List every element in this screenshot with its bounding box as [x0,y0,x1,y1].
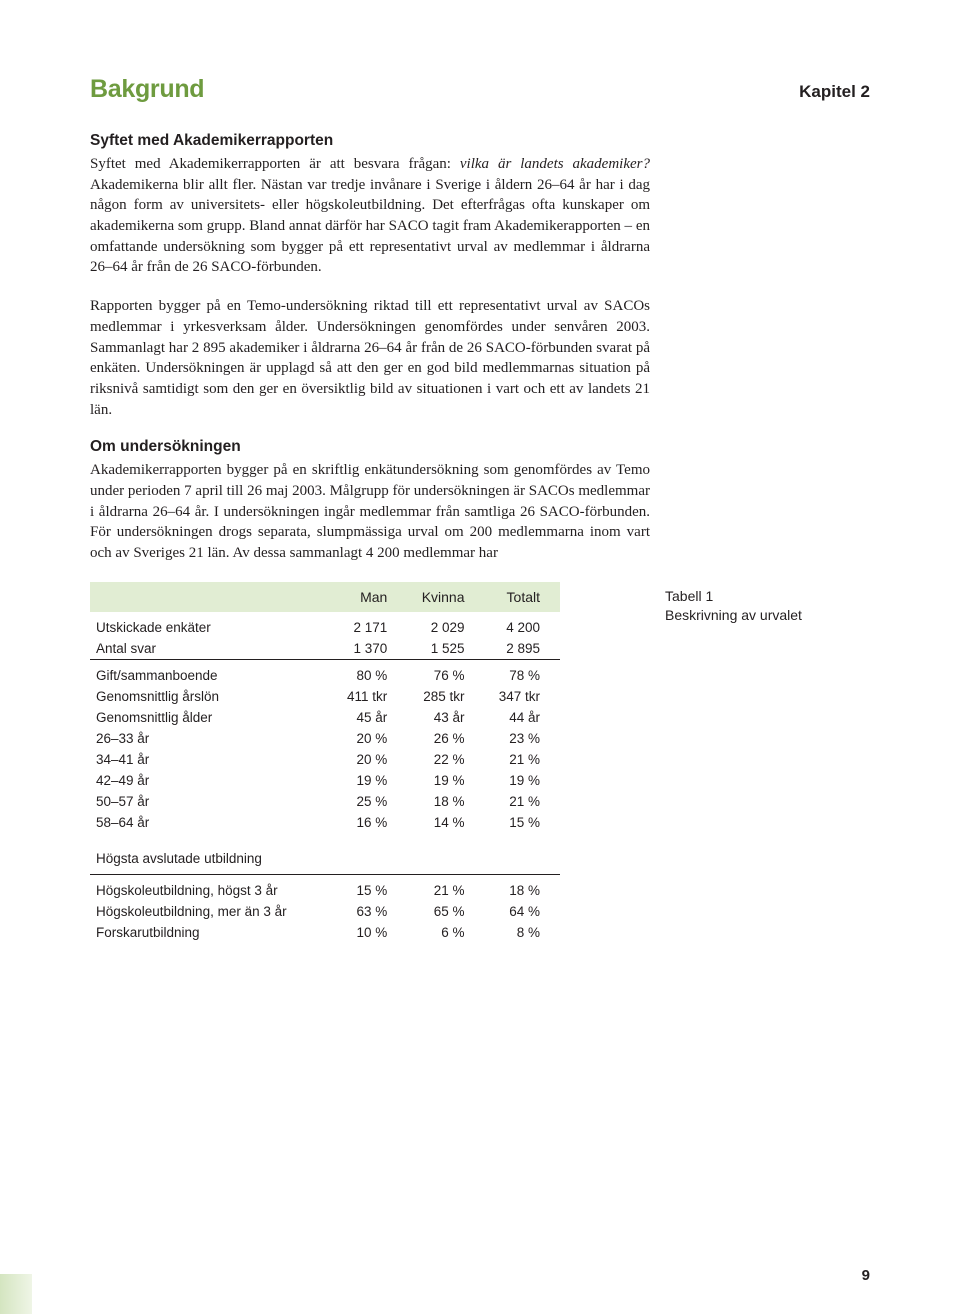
table-row: Högskoleutbildning, mer än 3 år63 %65 %6… [90,901,560,922]
text: Syftet med Akademikerrapporten är att be… [90,156,460,172]
table-subheader: Högsta avslutade utbildning [90,833,560,874]
table-cell: 411 tkr [333,686,407,707]
section-heading: Om undersökningen [90,438,650,456]
table-cell: 14 % [407,812,484,833]
page-number: 9 [862,1267,870,1284]
paragraph: Akademikerrapporten bygger på en skriftl… [90,460,650,563]
table-cell: 347 tkr [485,686,561,707]
table-caption: Tabell 1 Beskrivning av urvalet [665,582,802,625]
col-header [90,582,333,612]
table-cell: Genomsnittlig årslön [90,686,333,707]
table-cell: 43 år [407,707,484,728]
table-row: 50–57 år25 %18 %21 % [90,791,560,812]
text-italic: vilka är landets akademiker? [460,156,650,172]
caption-line: Beskrivning av urvalet [665,606,802,625]
table-cell: 21 % [485,791,561,812]
table-cell: 19 % [333,770,407,791]
table-cell: 65 % [407,901,484,922]
chapter-title: Bakgrund [90,75,204,104]
col-header: Totalt [485,582,561,612]
table-row: 42–49 år19 %19 %19 % [90,770,560,791]
table-cell: 16 % [333,812,407,833]
table-cell: Antal svar [90,638,333,660]
table-cell: 80 % [333,659,407,686]
paragraph: Rapporten bygger på en Temo-undersökning… [90,296,650,420]
table-cell: 44 år [485,707,561,728]
table-cell: 26 % [407,728,484,749]
table-cell: 76 % [407,659,484,686]
table-cell: 10 % [333,922,407,943]
table-cell: 42–49 år [90,770,333,791]
chapter-label: Kapitel 2 [799,82,870,102]
table-cell: 15 % [485,812,561,833]
table-row: 58–64 år16 %14 %15 % [90,812,560,833]
table-row: 34–41 år20 %22 %21 % [90,749,560,770]
table-cell: 50–57 år [90,791,333,812]
table-row: 26–33 år20 %26 %23 % [90,728,560,749]
text: Akademikerna blir allt fler. Nästan var … [90,177,650,276]
table-cell: Högskoleutbildning, högst 3 år [90,874,333,901]
data-table: Man Kvinna Totalt Utskickade enkäter2 17… [90,582,560,943]
table-cell: 34–41 år [90,749,333,770]
section-heading: Syftet med Akademikerrapporten [90,132,650,150]
table-cell: 18 % [407,791,484,812]
table-cell: 4 200 [485,612,561,638]
table-cell: Genomsnittlig ålder [90,707,333,728]
table-cell: 78 % [485,659,561,686]
table-cell: 63 % [333,901,407,922]
table-cell: 2 029 [407,612,484,638]
table-cell: 45 år [333,707,407,728]
table-row: Genomsnittlig årslön411 tkr285 tkr347 tk… [90,686,560,707]
table-cell: 25 % [333,791,407,812]
table-cell: Utskickade enkäter [90,612,333,638]
col-header: Man [333,582,407,612]
paragraph: Syftet med Akademikerrapporten är att be… [90,154,650,278]
table-cell: 26–33 år [90,728,333,749]
caption-line: Tabell 1 [665,587,802,606]
table-cell: 6 % [407,922,484,943]
table-cell: 64 % [485,901,561,922]
table-cell: 20 % [333,728,407,749]
table-cell: 21 % [485,749,561,770]
table-cell: 8 % [485,922,561,943]
table-row: Genomsnittlig ålder45 år43 år44 år [90,707,560,728]
table-row: Högskoleutbildning, högst 3 år15 %21 %18… [90,874,560,901]
table-cell: 19 % [485,770,561,791]
table-cell: 15 % [333,874,407,901]
table-row: Gift/sammanboende80 %76 %78 % [90,659,560,686]
table-cell: 20 % [333,749,407,770]
table-cell: 2 171 [333,612,407,638]
table-cell: 285 tkr [407,686,484,707]
table-cell: Högskoleutbildning, mer än 3 år [90,901,333,922]
table-cell: 18 % [485,874,561,901]
table-cell: 22 % [407,749,484,770]
table-cell: 1 370 [333,638,407,660]
table-cell: 19 % [407,770,484,791]
table-cell: 58–64 år [90,812,333,833]
table-row: Antal svar1 3701 5252 895 [90,638,560,660]
table-row: Forskarutbildning10 %6 %8 % [90,922,560,943]
margin-decoration [0,1274,32,1314]
table-row: Utskickade enkäter2 1712 0294 200 [90,612,560,638]
table-cell: Gift/sammanboende [90,659,333,686]
table-cell: 2 895 [485,638,561,660]
table-cell: Forskarutbildning [90,922,333,943]
col-header: Kvinna [407,582,484,612]
table-cell: 21 % [407,874,484,901]
table-cell: 1 525 [407,638,484,660]
table-cell: 23 % [485,728,561,749]
